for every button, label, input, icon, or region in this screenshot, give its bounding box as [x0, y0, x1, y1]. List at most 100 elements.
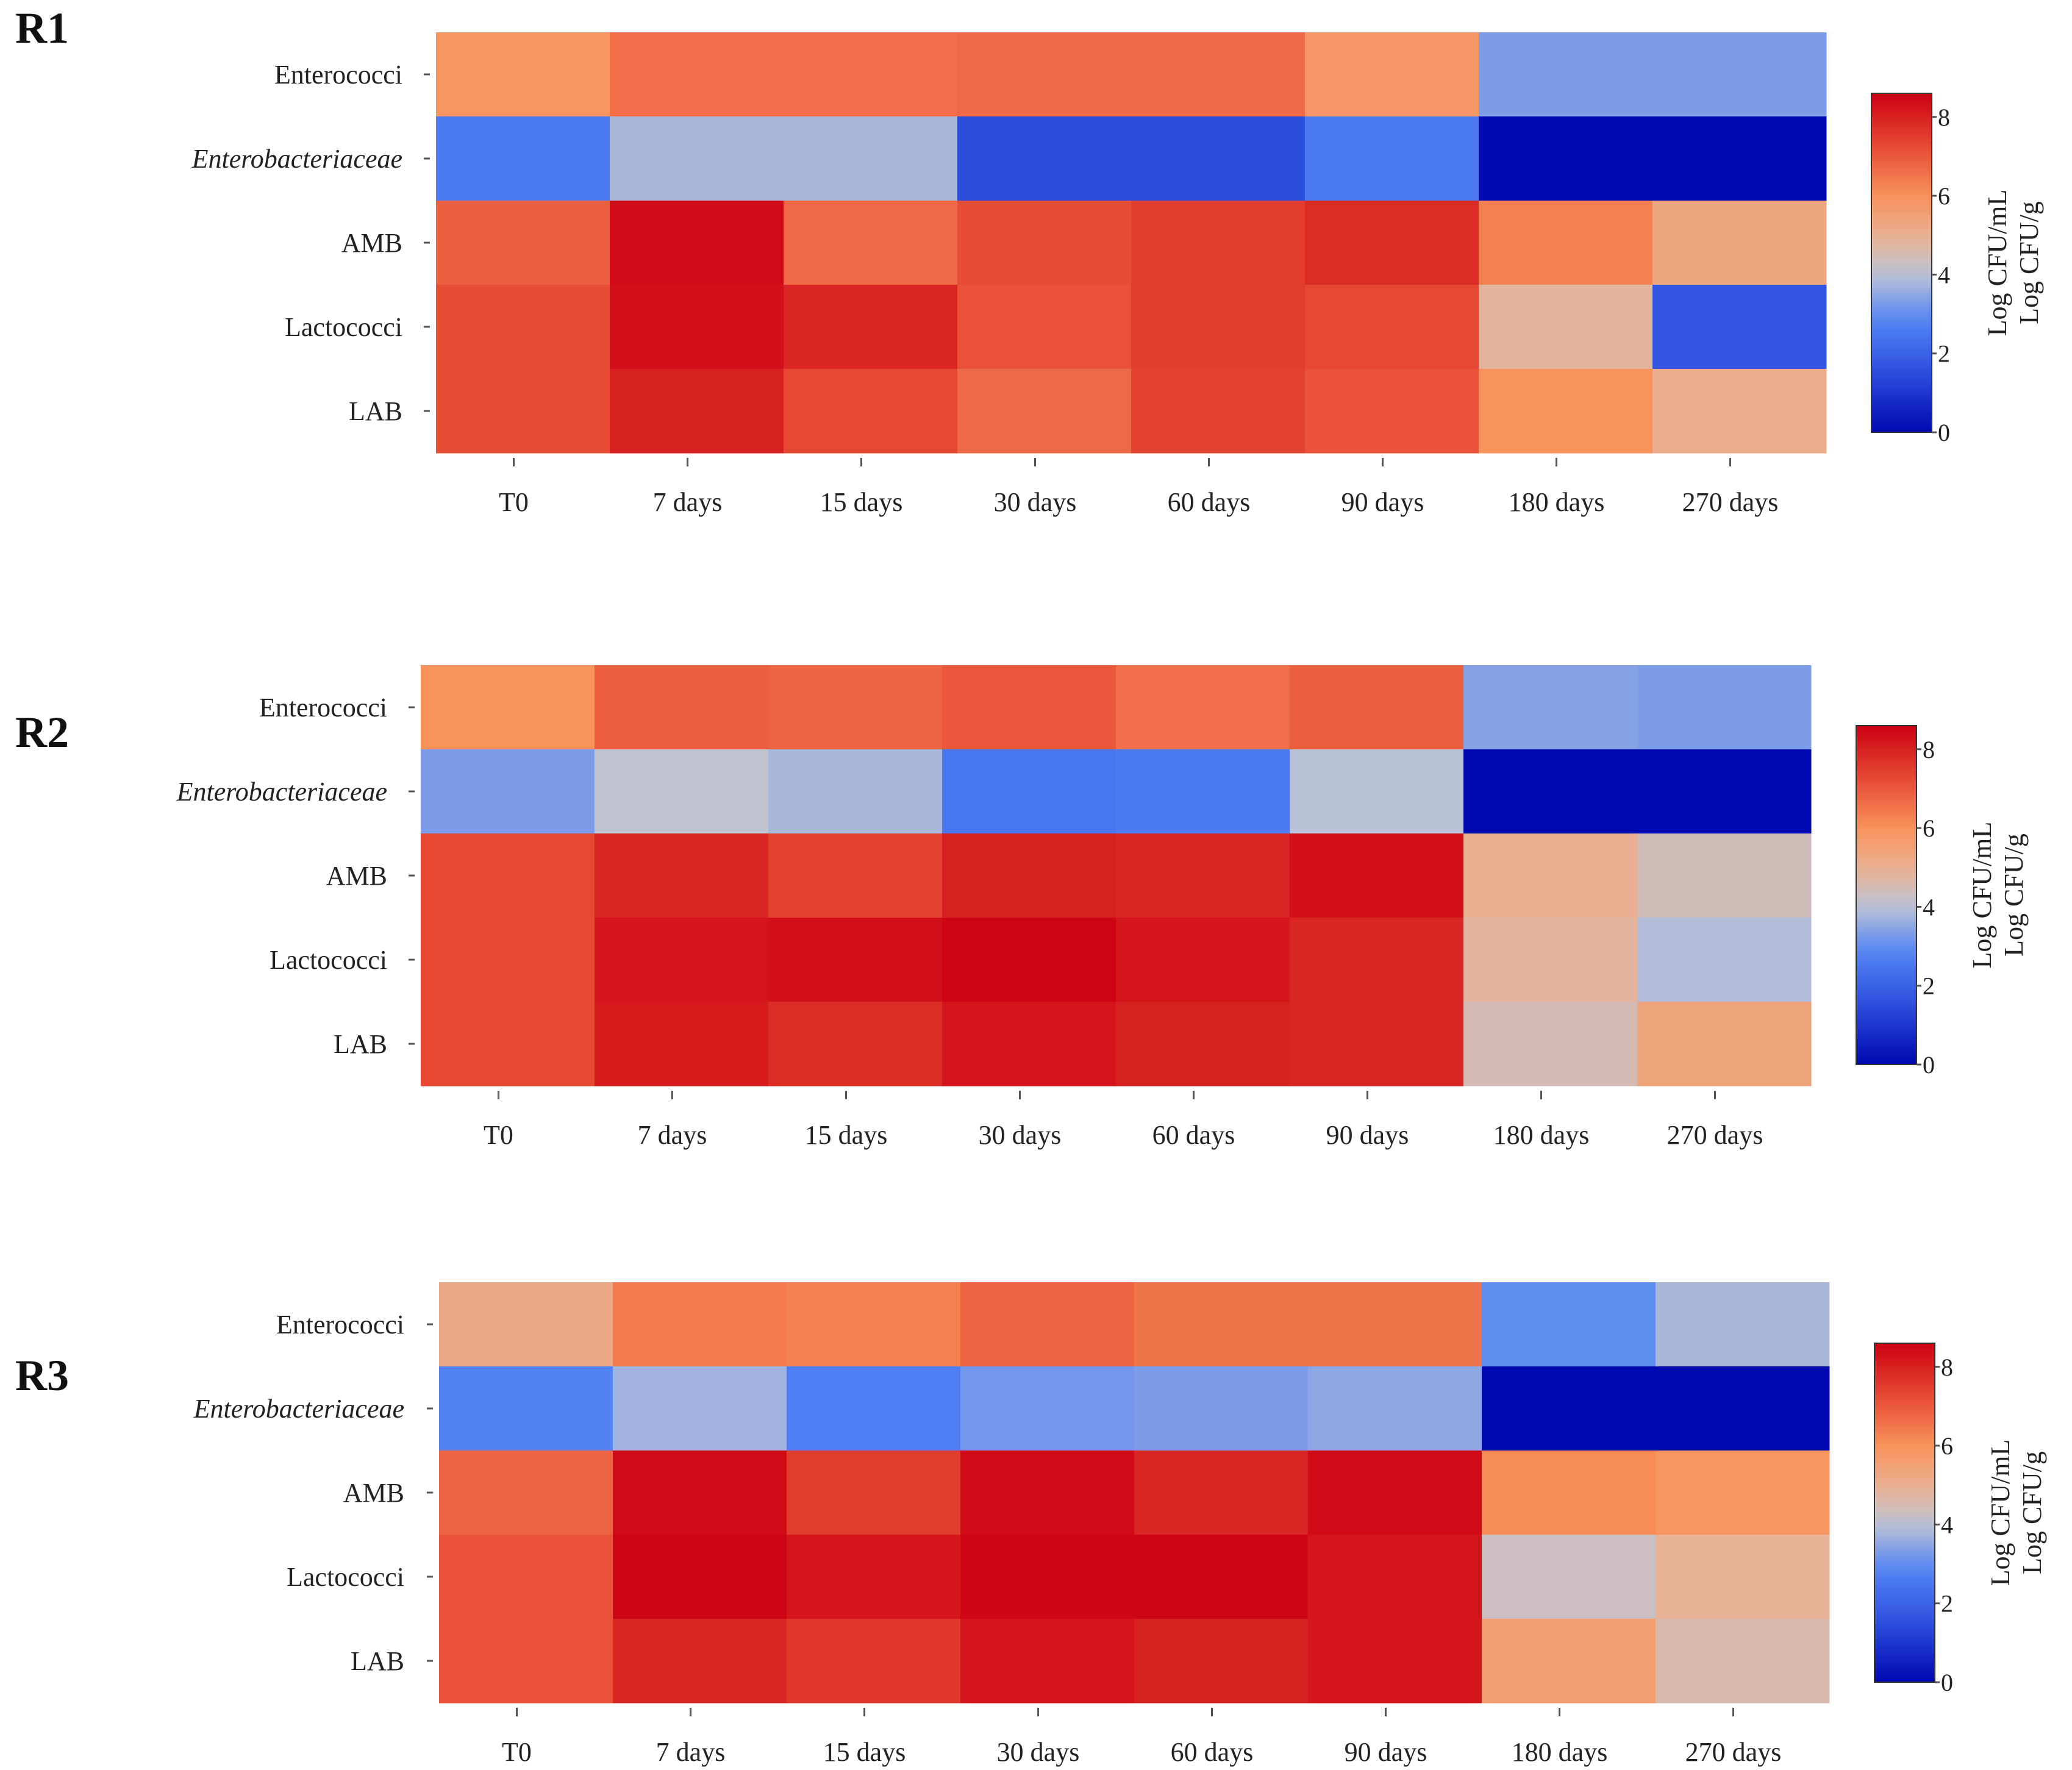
heatmap-cell — [1463, 665, 1638, 750]
heatmap-cell — [1305, 32, 1479, 117]
heatmap-cell — [613, 1451, 787, 1535]
heatmap-cell — [1116, 749, 1290, 834]
colorbar-tick-label: 8 — [1941, 1354, 1953, 1381]
heatmap-cell — [1637, 833, 1812, 918]
heatmap-cell — [1305, 201, 1479, 285]
colorbar-tick-label: 0 — [1923, 1051, 1935, 1079]
heatmap-cell — [942, 1002, 1116, 1087]
heatmap-cell — [1131, 201, 1306, 285]
heatmap-cell — [784, 369, 958, 454]
heatmap-cell — [610, 369, 784, 454]
heatmap-cell — [439, 1619, 613, 1704]
colorbar-tick-label: 0 — [1941, 1669, 1953, 1696]
heatmap-cell — [436, 32, 610, 117]
heatmap-cell — [957, 116, 1132, 201]
row-label: AMB — [326, 861, 387, 891]
heatmap-cell — [1131, 32, 1306, 117]
heatmap-cell — [768, 749, 943, 834]
colorbar-tick-label: 6 — [1941, 1432, 1953, 1460]
heatmap-cell — [1652, 201, 1827, 285]
heatmap-cell — [595, 1002, 769, 1087]
col-label: 30 days — [997, 1737, 1080, 1767]
heatmap-cell — [1290, 665, 1464, 750]
heatmap-cell — [1637, 749, 1812, 834]
heatmap-cell — [787, 1451, 961, 1535]
heatmap-cell — [942, 833, 1116, 918]
heatmap-cell — [784, 32, 958, 117]
colorbar-title: Log CFU/g — [1999, 833, 2029, 957]
row-label: Enterococci — [276, 1310, 404, 1340]
colorbar-title: Log CFU/mL — [1982, 190, 2012, 337]
col-label: 90 days — [1326, 1120, 1409, 1150]
heatmap-cell — [421, 1002, 595, 1087]
heatmap-cell — [1463, 918, 1638, 1002]
heatmap-cell — [595, 918, 769, 1002]
heatmap-cell — [1479, 116, 1653, 201]
col-label: 60 days — [1152, 1120, 1235, 1150]
heatmap-cell — [1652, 369, 1827, 454]
heatmap-cell — [1116, 1002, 1290, 1087]
heatmap-cell — [1656, 1366, 1830, 1451]
heatmap-cell — [1308, 1619, 1482, 1704]
row-label: Enterococci — [274, 60, 402, 90]
heatmap-cell — [960, 1619, 1135, 1704]
heatmap-cell — [787, 1619, 961, 1704]
panel-label: R2 — [15, 708, 69, 757]
colorbar-title: Log CFU/mL — [1985, 1440, 2015, 1586]
heatmap-cell — [436, 116, 610, 201]
heatmap-panel-r3: R3 Enterococci Enterobacteriaceae AMB Lactoc… — [15, 1282, 2047, 1767]
heatmap-cell — [1637, 918, 1812, 1002]
colorbar-tick-label: 0 — [1938, 419, 1950, 446]
row-label: LAB — [351, 1646, 404, 1676]
colorbar — [1874, 1343, 1935, 1683]
heatmap-cell — [1652, 116, 1827, 201]
heatmap-cell — [1134, 1619, 1309, 1704]
colorbar-tick-label: 8 — [1923, 736, 1935, 763]
heatmap-cell — [436, 369, 610, 454]
heatmap-cell — [1116, 665, 1290, 750]
heatmap-cell — [1131, 369, 1306, 454]
heatmap-cell — [595, 749, 769, 834]
heatmap-cell — [787, 1366, 961, 1451]
heatmap-cell — [1308, 1282, 1482, 1367]
heatmap-cell — [942, 918, 1116, 1002]
heatmap-cell — [1305, 116, 1479, 201]
col-label: T0 — [499, 487, 529, 517]
heatmap-cell — [1656, 1535, 1830, 1619]
heatmap-cell — [439, 1451, 613, 1535]
heatmap-cell — [942, 665, 1116, 750]
heatmap-cell — [436, 285, 610, 369]
col-label: 7 days — [653, 487, 723, 517]
heatmap-cell — [768, 1002, 943, 1087]
row-label: Lactococci — [270, 945, 387, 975]
row-label: Enterobacteriaceae — [191, 144, 402, 174]
heatmap-cell — [960, 1366, 1135, 1451]
heatmap-cell — [613, 1282, 787, 1367]
heatmap-cell — [768, 918, 943, 1002]
col-label: 270 days — [1685, 1737, 1782, 1767]
heatmap-cell — [1637, 665, 1812, 750]
colorbar-tick-label: 6 — [1923, 815, 1935, 842]
col-label: T0 — [484, 1120, 513, 1150]
heatmap-cell — [439, 1366, 613, 1451]
heatmap-cell — [613, 1619, 787, 1704]
colorbar — [1856, 725, 1917, 1065]
heatmap-cell — [1637, 1002, 1812, 1087]
colorbar-title: Log CFU/g — [2014, 201, 2044, 324]
row-label: Lactococci — [285, 312, 402, 342]
heatmap-cell — [957, 201, 1132, 285]
row-label: AMB — [343, 1478, 404, 1508]
heatmap-cell — [768, 665, 943, 750]
heatmap-cell — [1290, 749, 1464, 834]
colorbar — [1871, 93, 1932, 433]
colorbar-tick-label: 4 — [1923, 893, 1935, 921]
col-label: T0 — [502, 1737, 532, 1767]
heatmap-cell — [421, 749, 595, 834]
heatmap-cell — [1479, 32, 1653, 117]
heatmap-cell — [421, 665, 595, 750]
heatmap-cell — [439, 1282, 613, 1367]
heatmap-cell — [439, 1535, 613, 1619]
heatmap-cell — [613, 1535, 787, 1619]
row-label: Enterobacteriaceae — [193, 1394, 404, 1424]
